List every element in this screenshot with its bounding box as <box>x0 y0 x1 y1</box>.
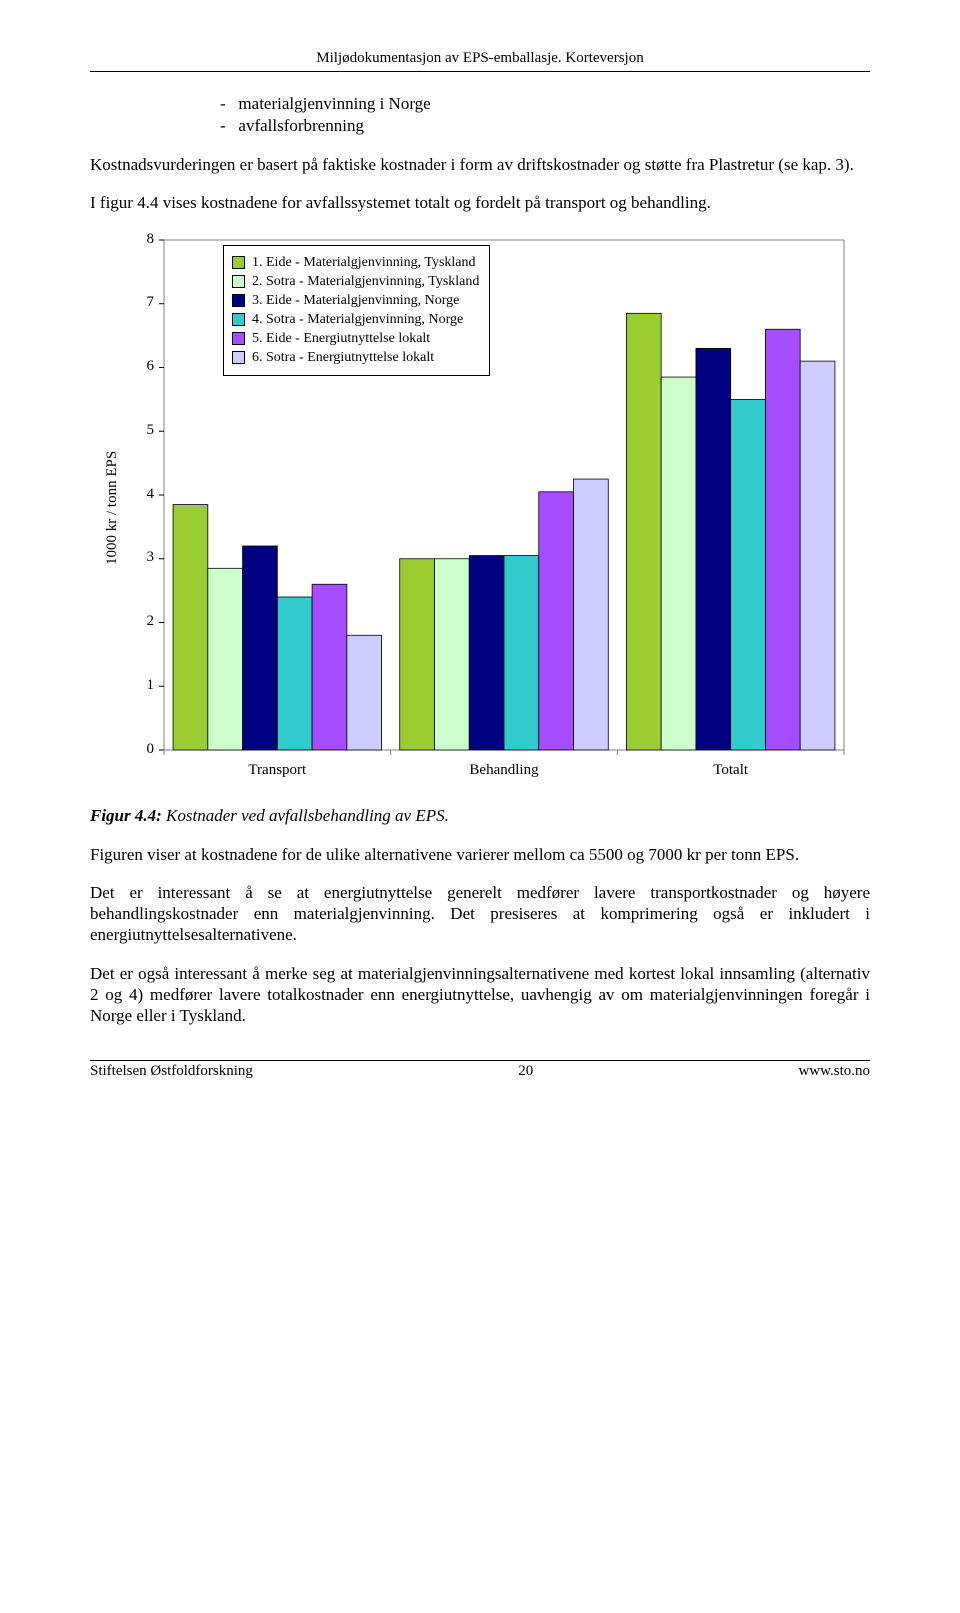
bullet-item: - avfallsforbrenning <box>220 116 870 136</box>
chart-legend: 1. Eide - Materialgjenvinning, Tyskland 2… <box>223 245 490 376</box>
legend-swatch <box>232 351 245 364</box>
y-tick: 7 <box>134 294 154 311</box>
legend-item: 1. Eide - Materialgjenvinning, Tyskland <box>232 255 479 271</box>
paragraph: Kostnadsvurderingen er basert på faktisk… <box>90 154 870 175</box>
y-tick: 1 <box>134 677 154 694</box>
y-tick: 4 <box>134 486 154 503</box>
bullet-list: - materialgjenvinning i Norge - avfallsf… <box>220 94 870 136</box>
header-text: Miljødokumentasjon av EPS-emballasje. Ko… <box>316 50 643 66</box>
footer-center: 20 <box>518 1063 533 1080</box>
legend-item: 2. Sotra - Materialgjenvinning, Tyskland <box>232 274 479 290</box>
legend-swatch <box>232 294 245 307</box>
legend-label: 3. Eide - Materialgjenvinning, Norge <box>252 293 459 309</box>
x-category: Totalt <box>671 762 791 779</box>
paragraph: Det er også interessant å merke seg at m… <box>90 963 870 1027</box>
footer-left: Stiftelsen Østfoldforskning <box>90 1063 253 1080</box>
cost-chart: 1000 kr / tonn EPS 0 1 2 3 4 5 6 7 8 Transport Be… <box>90 230 870 800</box>
legend-label: 6. Sotra - Energiutnyttelse lokalt <box>252 350 434 366</box>
y-tick: 2 <box>134 613 154 630</box>
y-tick: 8 <box>134 231 154 248</box>
y-tick: 6 <box>134 358 154 375</box>
legend-item: 5. Eide - Energiutnyttelse lokalt <box>232 331 479 347</box>
figure-label: Figur 4.4: <box>90 806 162 825</box>
y-tick: 0 <box>134 741 154 758</box>
legend-item: 6. Sotra - Energiutnyttelse lokalt <box>232 350 479 366</box>
y-axis-label: 1000 kr / tonn EPS <box>104 450 121 564</box>
bullet-item: - materialgjenvinning i Norge <box>220 94 870 114</box>
footer-right: www.sto.no <box>798 1063 870 1080</box>
paragraph: Det er interessant å se at energiutnytte… <box>90 882 870 946</box>
page-footer: Stiftelsen Østfoldforskning 20 www.sto.n… <box>90 1060 870 1080</box>
figure-caption: Figur 4.4: Kostnader ved avfallsbehandli… <box>90 806 870 826</box>
y-tick: 5 <box>134 422 154 439</box>
paragraph: Figuren viser at kostnadene for de ulike… <box>90 844 870 865</box>
x-category: Transport <box>217 762 337 779</box>
legend-swatch <box>232 313 245 326</box>
page-header: Miljødokumentasjon av EPS-emballasje. Ko… <box>90 50 870 72</box>
legend-item: 3. Eide - Materialgjenvinning, Norge <box>232 293 479 309</box>
legend-swatch <box>232 275 245 288</box>
legend-label: 4. Sotra - Materialgjenvinning, Norge <box>252 312 463 328</box>
legend-label: 5. Eide - Energiutnyttelse lokalt <box>252 331 430 347</box>
y-tick: 3 <box>134 549 154 566</box>
figure-text: Kostnader ved avfallsbehandling av EPS. <box>166 806 449 825</box>
legend-label: 2. Sotra - Materialgjenvinning, Tyskland <box>252 274 479 290</box>
legend-swatch <box>232 332 245 345</box>
header-rule <box>90 71 870 72</box>
legend-label: 1. Eide - Materialgjenvinning, Tyskland <box>252 255 476 271</box>
legend-item: 4. Sotra - Materialgjenvinning, Norge <box>232 312 479 328</box>
x-category: Behandling <box>444 762 564 779</box>
paragraph: I figur 4.4 vises kostnadene for avfalls… <box>90 192 870 213</box>
legend-swatch <box>232 256 245 269</box>
